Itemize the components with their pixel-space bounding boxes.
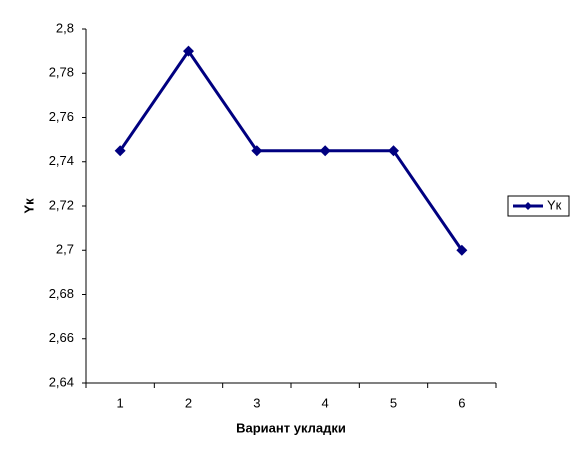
x-tick-label: 5 (390, 395, 397, 410)
y-tick-label: 2,8 (56, 20, 74, 35)
point (319, 145, 331, 157)
legend-marker (524, 202, 532, 210)
x-tick-label: 6 (458, 395, 465, 410)
y-tick-label: 2,76 (49, 109, 74, 124)
point (251, 145, 263, 157)
x-tick-label: 4 (322, 395, 329, 410)
point (456, 244, 468, 256)
point (388, 145, 399, 157)
x-tick-label: 3 (253, 395, 260, 410)
x-axis-title: Вариант укладки (236, 420, 346, 435)
y-tick-label: 2,68 (49, 286, 74, 301)
y-tick-label: 2,72 (49, 197, 74, 212)
y-tick-label: 2,64 (49, 374, 74, 389)
y-tick-label: 2,66 (49, 330, 74, 345)
y-tick-label: 2,7 (56, 242, 74, 257)
x-tick-label: 1 (117, 395, 124, 410)
x-tick-label: 2 (185, 395, 192, 410)
legend-label: Yк (547, 197, 562, 212)
series-line (118, 48, 464, 252)
y-tick-label: 2,78 (49, 65, 74, 80)
point (114, 145, 126, 157)
y-axis-title: Yк (21, 198, 36, 214)
y-tick-label: 2,74 (49, 153, 74, 168)
point (183, 45, 194, 57)
